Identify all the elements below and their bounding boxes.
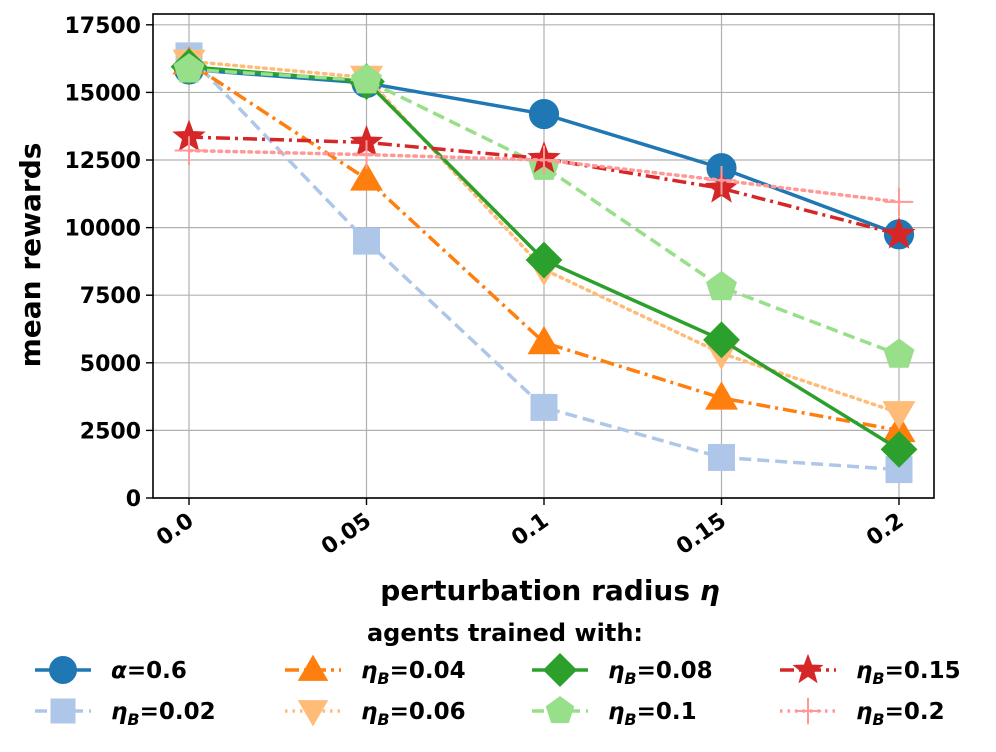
x-tick-label: 0.1	[507, 508, 553, 551]
y-tick-label: 2500	[80, 419, 141, 444]
legend-label: ηB=0.2	[856, 699, 945, 729]
legend-label: ηB=0.1	[608, 699, 697, 729]
x-tick-label: 0.2	[862, 508, 908, 551]
data-point	[174, 136, 204, 165]
data-point	[529, 145, 559, 175]
data-point	[707, 165, 736, 195]
data-point	[705, 381, 738, 410]
legend-marker	[50, 698, 76, 724]
legend-marker	[297, 654, 329, 681]
series-layer	[170, 42, 918, 484]
data-point	[352, 140, 381, 169]
legend-marker	[794, 697, 822, 725]
data-point	[706, 270, 737, 301]
data-point	[703, 321, 740, 359]
legend-label: ηB=0.02	[111, 699, 216, 729]
data-point	[880, 430, 918, 468]
legend-marker	[542, 652, 578, 688]
legend: α=0.6 ηB=0.02 ηB=0.04 ηB=0.06 ηB=0.08 ηB=0.1 η…	[35, 652, 961, 729]
legend-label: ηB=0.04	[361, 658, 466, 688]
legend-entry-4: ηB=0.06	[285, 699, 466, 729]
y-tick-label: 10000	[64, 217, 141, 242]
x-tick-label: 0.0	[152, 508, 198, 551]
data-point	[527, 325, 561, 355]
y-tick-label: 15000	[64, 81, 141, 106]
y-tick-label: 5000	[80, 352, 141, 377]
legend-label: ηB=0.06	[361, 699, 466, 729]
x-axis-title: perturbation radius η	[380, 574, 720, 607]
x-tick-label: 0.15	[672, 508, 731, 560]
data-point	[882, 216, 916, 249]
data-point	[528, 98, 560, 130]
y-tick-label: 7500	[80, 284, 141, 309]
legend-entry-5: ηB=0.08	[532, 652, 713, 688]
data-point	[173, 53, 205, 83]
legend-entry-7: ηB=0.15	[780, 653, 961, 688]
legend-marker	[297, 700, 329, 727]
legend-title: agents trained with:	[367, 619, 643, 647]
data-point	[350, 162, 383, 191]
legend-entry-1: α=0.6	[35, 656, 187, 684]
axis-ticks: 0 2500 5000 7500 10000 12500 15000 17500 0.0 0.05…	[64, 14, 908, 560]
data-point	[882, 401, 916, 430]
legend-marker	[792, 653, 824, 684]
legend-entry-2: ηB=0.02	[35, 698, 216, 729]
series-line	[188, 67, 900, 357]
y-tick-label: 0	[126, 487, 141, 512]
data-point	[883, 338, 915, 368]
data-point	[708, 443, 735, 471]
x-tick-label: 0.05	[317, 508, 376, 560]
legend-marker	[49, 656, 77, 684]
series-8	[174, 136, 914, 217]
data-point	[353, 227, 380, 255]
legend-entry-8: ηB=0.2	[780, 697, 945, 729]
legend-marker	[545, 695, 575, 724]
data-point	[351, 64, 382, 94]
data-point	[884, 187, 914, 217]
data-point	[530, 393, 558, 421]
y-tick-label: 17500	[64, 14, 141, 39]
legend-entry-3: ηB=0.04	[285, 654, 466, 688]
legend-entry-6: ηB=0.1	[532, 695, 697, 729]
data-point	[525, 241, 563, 279]
legend-label: α=0.6	[111, 658, 187, 684]
legend-label: ηB=0.08	[608, 658, 713, 688]
y-axis-title: mean rewards	[14, 143, 47, 368]
series-line	[187, 54, 900, 472]
legend-label: ηB=0.15	[856, 658, 961, 688]
series-line	[187, 59, 901, 415]
y-tick-label: 12500	[64, 149, 141, 174]
